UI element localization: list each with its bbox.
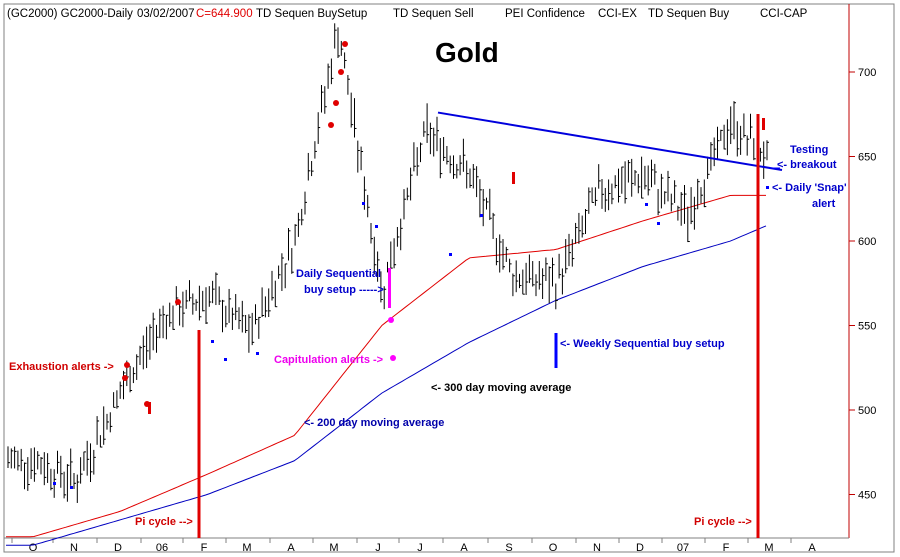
x-tick-label: 06: [156, 542, 168, 554]
buy-setup-mark: [657, 222, 660, 225]
exhaustion-alerts-label: Exhaustion alerts ->: [9, 361, 114, 373]
capitulation-alerts-label: Capitulation alerts ->: [274, 354, 383, 366]
header-indicator-buysetup: TD Sequen BuySetup: [256, 8, 367, 20]
chart-border: [3, 3, 895, 553]
sell-marker: [148, 402, 151, 414]
x-tick-label: M: [242, 542, 251, 554]
x-tick-label: F: [201, 542, 208, 554]
y-tick-label: 600: [858, 236, 876, 248]
buy-setup-mark: [70, 486, 73, 489]
buy-setup-mark: [224, 358, 227, 361]
header-indicator-cci-ex: CCI-EX: [598, 8, 637, 20]
pi-cycle-label-left: Pi cycle -->: [135, 516, 193, 528]
daily-sequential-label-line1: Daily Sequential: [296, 268, 381, 280]
header-indicator-sell: TD Sequen Sell: [393, 8, 474, 20]
header-indicator-cci-cap: CCI-CAP: [760, 8, 808, 20]
capitulation-dot: [390, 355, 396, 361]
y-tick-label: 550: [858, 321, 876, 333]
snap-alert-label-line1: <- Daily 'Snap': [772, 182, 847, 194]
y-tick-label: 450: [858, 490, 876, 502]
x-tick-label: A: [808, 542, 816, 554]
testing-label-line1: Testing: [790, 144, 828, 156]
pi-cycle-label-right: Pi cycle -->: [694, 516, 752, 528]
daily-sequential-marker: [388, 268, 391, 308]
capitulation-dot: [388, 317, 394, 323]
exhaustion-dot: [338, 69, 344, 75]
header-close: C=644.900: [196, 8, 253, 20]
buy-setup-mark: [645, 203, 648, 206]
snap-alert-label-line2: alert: [812, 198, 836, 210]
x-tick-label: S: [505, 542, 512, 554]
x-tick-label: F: [723, 542, 730, 554]
x-tick-label: N: [70, 542, 78, 554]
daily-sequential-label-line2: buy setup ----->: [304, 284, 384, 296]
x-tick-label: M: [329, 542, 338, 554]
exhaustion-dot: [122, 375, 128, 381]
buy-setup-mark: [449, 253, 452, 256]
resistance-trendline: [437, 111, 783, 172]
x-tick-label: O: [549, 542, 558, 554]
buy-setup-mark: [53, 482, 56, 485]
x-tick-label: A: [460, 542, 468, 554]
x-tick-label: D: [636, 542, 644, 554]
x-tick-label: O: [29, 542, 38, 554]
y-tick-label: 500: [858, 405, 876, 417]
exhaustion-dot: [328, 122, 334, 128]
header-symbol: (GC2000) GC2000-Daily: [7, 8, 133, 20]
ma200-line: [6, 225, 767, 546]
x-tick-label: A: [287, 542, 295, 554]
buy-setup-mark: [256, 352, 259, 355]
sell-marker: [512, 172, 515, 184]
x-tick-label: J: [375, 542, 381, 554]
exhaustion-dot: [124, 362, 130, 368]
ma200-label: <- 200 day moving average: [304, 417, 444, 429]
exhaustion-dot: [333, 100, 339, 106]
x-tick-label: J: [417, 542, 423, 554]
buy-setup-mark: [375, 225, 378, 228]
buy-setup-mark: [766, 186, 769, 189]
buy-setup-mark: [362, 202, 365, 205]
y-tick-label: 650: [858, 152, 876, 164]
testing-label-line2: <- breakout: [777, 159, 837, 171]
ma300-label: <- 300 day moving average: [431, 382, 571, 394]
ma300-line: [6, 194, 766, 538]
y-tick-label: 700: [858, 67, 876, 79]
header-indicator-pei: PEI Confidence: [505, 8, 585, 20]
sell-marker: [762, 118, 765, 130]
header-indicator-buy: TD Sequen Buy: [648, 8, 729, 20]
chart-title: Gold: [435, 37, 499, 68]
header-date: 03/02/2007: [137, 8, 195, 20]
exhaustion-dot: [342, 41, 348, 47]
x-tick-label: 07: [677, 542, 689, 554]
exhaustion-dot: [175, 299, 181, 305]
x-tick-label: N: [593, 542, 601, 554]
x-tick-label: D: [114, 542, 122, 554]
weekly-sequential-label: <- Weekly Sequential buy setup: [560, 338, 725, 350]
x-tick-label: M: [764, 542, 773, 554]
buy-setup-mark: [211, 340, 214, 343]
buy-setup-mark: [480, 214, 483, 217]
